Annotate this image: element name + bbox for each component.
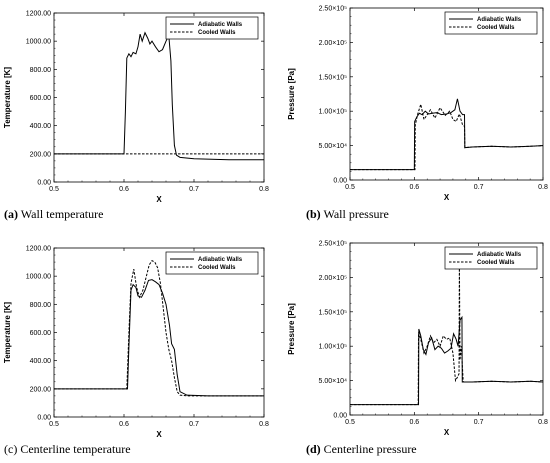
y-tick-label: 2.00×10⁵ (319, 40, 347, 47)
y-tick-label: 1200.00 (26, 11, 51, 18)
y-tick-label: 0.00 (37, 415, 51, 422)
x-tick-label: 0.8 (259, 186, 269, 193)
x-tick-label: 0.6 (409, 419, 419, 426)
panel-c: 0.00 200.00 400.00 600.00 800.00 1000.00 1200.… (0, 235, 270, 440)
y-tick-label: 2.00×10⁵ (319, 275, 347, 282)
caption-d-text: Centerline pressure (323, 442, 417, 456)
caption-d-letter: (d) (306, 442, 321, 456)
y-tick-label: 1000.00 (26, 274, 51, 281)
x-tick-label: 0.7 (189, 186, 199, 193)
caption-c: (c) Centerline temperature (4, 442, 131, 457)
caption-a: (a) Wall temperature (4, 207, 103, 222)
series-line-adiabatic (54, 31, 264, 161)
y-tick-label: 1.00×10⁵ (319, 109, 347, 116)
legend-box (444, 246, 538, 270)
y-tick-label: 5.00×10⁴ (318, 378, 347, 385)
x-tick-label: 0.7 (474, 419, 484, 426)
series-line-cooled (350, 260, 544, 406)
x-tick-label: 0.8 (538, 419, 548, 426)
x-axis-label: X (156, 195, 162, 204)
y-tick-label: 1000.00 (26, 39, 51, 46)
y-tick-label: 200.00 (30, 386, 52, 393)
series-line-adiabatic (350, 315, 544, 406)
legend-box (165, 16, 259, 40)
x-tick-label: 0.7 (474, 184, 484, 191)
x-tick-label: 0.5 (345, 184, 355, 191)
caption-c-text: Centerline temperature (20, 442, 131, 456)
y-tick-label: 1.50×10⁵ (319, 74, 347, 81)
x-tick-label: 0.6 (409, 184, 419, 191)
y-tick-label: 0.00 (333, 178, 347, 185)
legend-entry: Adiabatic Walls (477, 252, 522, 258)
caption-c-letter: (c) (4, 442, 18, 456)
caption-a-letter: (a) (4, 207, 18, 221)
x-axis-label: X (444, 193, 450, 202)
x-tick-label: 0.8 (259, 421, 269, 428)
caption-b: (b) Wall pressure (306, 207, 389, 222)
y-tick-label: 5.00×10⁴ (318, 143, 347, 150)
legend-entry: Cooled Walls (477, 260, 515, 266)
y-tick-label: 600.00 (30, 95, 52, 102)
y-axis-label: Pressure [Pa] (287, 303, 296, 355)
legend-entry: Adiabatic Walls (198, 257, 243, 263)
x-tick-label: 0.5 (49, 421, 59, 428)
x-tick-label: 0.6 (119, 186, 129, 193)
y-tick-label: 0.00 (37, 180, 51, 187)
y-axis-label: Temperature [K] (3, 302, 12, 364)
chart-c: 0.00 200.00 400.00 600.00 800.00 1000.00 1200.… (3, 246, 269, 440)
chart-a: 0.00 200.00 400.00 600.00 800.00 1000.00 1200.… (3, 11, 269, 205)
x-axis-label: X (444, 428, 450, 437)
y-tick-label: 400.00 (30, 123, 52, 130)
y-tick-label: 2.50×10⁵ (319, 6, 347, 13)
y-tick-label: 800.00 (30, 67, 52, 74)
legend-entry: Adiabatic Walls (198, 22, 243, 28)
y-tick-label: 0.00 (333, 413, 347, 420)
caption-b-text: Wall pressure (323, 207, 389, 221)
x-tick-label: 0.7 (189, 421, 199, 428)
series-line-cooled (54, 260, 264, 397)
x-tick-label: 0.6 (119, 421, 129, 428)
y-tick-label: 400.00 (30, 358, 52, 365)
y-tick-label: 1200.00 (26, 246, 51, 253)
caption-a-text: Wall temperature (20, 207, 104, 221)
y-tick-label: 600.00 (30, 330, 52, 337)
x-axis-label: X (156, 430, 162, 439)
caption-b-letter: (b) (306, 207, 321, 221)
legend-entry: Cooled Walls (198, 265, 236, 271)
panel-d: 0.00 5.00×10⁴ 1.00×10⁵ 1.50×10⁵ 2.00×10⁵ 2.50… (275, 235, 550, 440)
x-tick-label: 0.5 (345, 419, 355, 426)
caption-d: (d) Centerline pressure (306, 442, 417, 457)
legend-entry: Cooled Walls (198, 30, 236, 36)
series-line-cooled (350, 102, 544, 171)
legend-box (165, 251, 259, 275)
y-tick-label: 2.50×10⁵ (319, 241, 347, 248)
y-tick-label: 1.50×10⁵ (319, 309, 347, 316)
legend-box (444, 11, 538, 35)
y-tick-label: 800.00 (30, 302, 52, 309)
series-line-adiabatic (54, 279, 264, 397)
y-tick-label: 200.00 (30, 151, 52, 158)
x-tick-label: 0.8 (538, 184, 548, 191)
y-tick-label: 1.00×10⁵ (319, 344, 347, 351)
y-axis-label: Pressure [Pa] (287, 68, 296, 120)
chart-d: 0.00 5.00×10⁴ 1.00×10⁵ 1.50×10⁵ 2.00×10⁵ 2.50… (287, 241, 548, 438)
panel-a: 0.00 200.00 400.00 600.00 800.00 1000.00 1200.… (0, 0, 270, 205)
x-tick-label: 0.5 (49, 186, 59, 193)
series-line-adiabatic (350, 98, 544, 171)
panel-b: 0.00 5.00×10⁴ 1.00×10⁵ 1.50×10⁵ 2.00×10⁵ 2.50… (275, 0, 550, 205)
chart-b: 0.00 5.00×10⁴ 1.00×10⁵ 1.50×10⁵ 2.00×10⁵ 2.50… (287, 6, 548, 203)
legend-entry: Cooled Walls (477, 25, 515, 31)
y-axis-label: Temperature [K] (3, 67, 12, 129)
legend-entry: Adiabatic Walls (477, 17, 522, 23)
